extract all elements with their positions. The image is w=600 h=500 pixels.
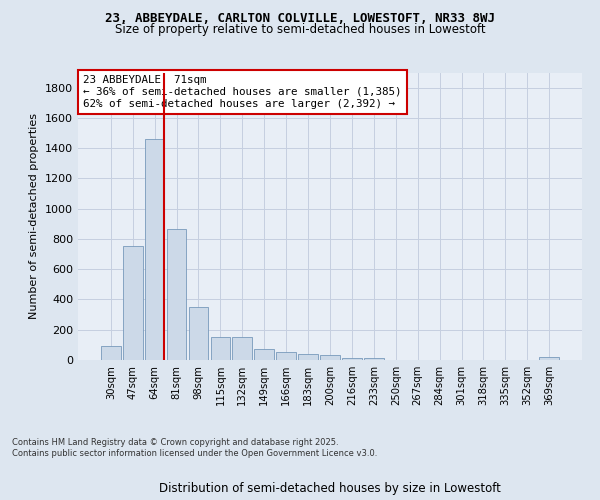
Bar (254, 348, 274, 360)
Text: 23, ABBEYDALE, CARLTON COLVILLE, LOWESTOFT, NR33 8WJ: 23, ABBEYDALE, CARLTON COLVILLE, LOWESTO… (105, 12, 495, 26)
Bar (101, 346, 121, 360)
Text: Size of property relative to semi-detached houses in Lowestoft: Size of property relative to semi-detach… (115, 22, 485, 36)
Y-axis label: Number of semi-detached properties: Number of semi-detached properties (29, 114, 40, 320)
Bar (276, 352, 296, 360)
Text: Contains HM Land Registry data © Crown copyright and database right 2025.
Contai: Contains HM Land Registry data © Crown c… (12, 438, 377, 458)
Bar (364, 358, 384, 360)
Bar (298, 354, 318, 360)
Bar (342, 358, 362, 360)
Bar (539, 357, 559, 360)
Text: Distribution of semi-detached houses by size in Lowestoft: Distribution of semi-detached houses by … (159, 482, 501, 495)
Bar (188, 307, 208, 360)
Bar (320, 356, 340, 360)
Bar (211, 336, 230, 360)
Text: 23 ABBEYDALE: 71sqm
← 36% of semi-detached houses are smaller (1,385)
62% of sem: 23 ABBEYDALE: 71sqm ← 36% of semi-detach… (83, 76, 401, 108)
Bar (123, 246, 143, 360)
Bar (232, 336, 252, 360)
Bar (167, 229, 187, 360)
Bar (145, 139, 164, 360)
